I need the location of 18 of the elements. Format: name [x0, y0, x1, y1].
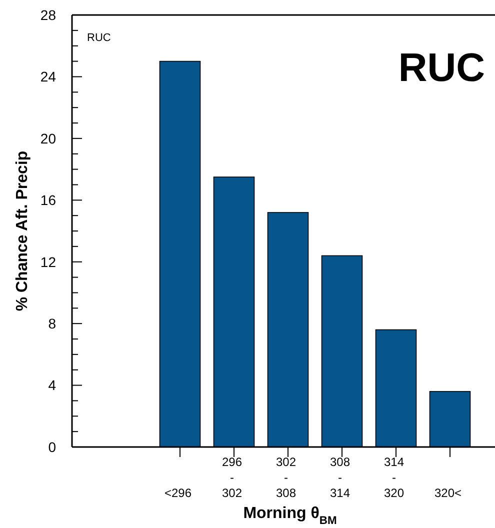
y-tick-label: 12	[40, 254, 56, 270]
y-tick-label: 16	[40, 192, 56, 208]
x-tick-label: 314 - 320	[384, 455, 404, 500]
y-tick-label: 4	[48, 377, 56, 394]
text: RUC	[398, 46, 485, 90]
y-axis-title: % Chance Aft. Precip	[14, 150, 31, 312]
y-tick-label: 20	[40, 130, 56, 146]
x-tick-label: 308 - 314	[330, 455, 350, 500]
y-tick-label: 24	[40, 68, 56, 85]
x-axis-title: Morning θ$_{BM}$	[243, 505, 337, 527]
y-tick-label: 28	[40, 6, 56, 23]
x-tick-label: 320<	[434, 486, 462, 500]
x-tick-label: 296 - 302	[222, 455, 242, 500]
x-tick-label: 302 - 308	[276, 455, 296, 500]
y-tick-label: 8	[48, 315, 56, 332]
annotation: RUC	[87, 32, 111, 44]
y-tick-label: 0	[48, 438, 56, 455]
x-tick-label: <296	[164, 486, 192, 500]
